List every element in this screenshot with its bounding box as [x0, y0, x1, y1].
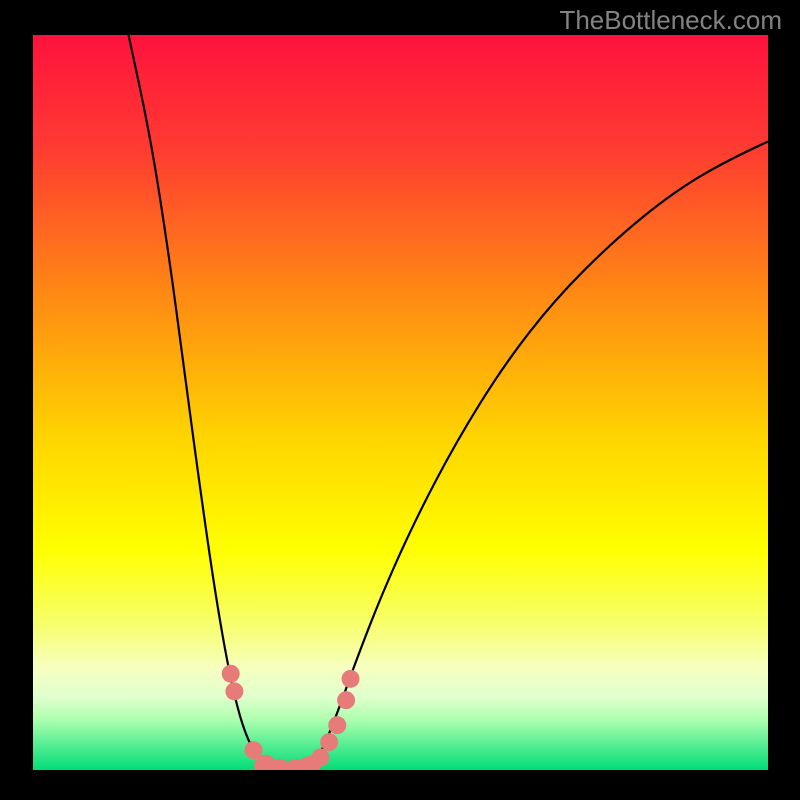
data-point — [337, 691, 355, 709]
data-point — [342, 670, 360, 688]
data-point — [225, 682, 243, 700]
gradient-background — [33, 35, 768, 770]
data-point — [320, 733, 338, 751]
watermark-text: TheBottleneck.com — [559, 5, 782, 36]
data-point — [311, 749, 329, 767]
data-point — [328, 716, 346, 734]
bottleneck-chart — [0, 0, 800, 800]
data-point — [222, 665, 240, 683]
outer-frame: TheBottleneck.com — [0, 0, 800, 800]
